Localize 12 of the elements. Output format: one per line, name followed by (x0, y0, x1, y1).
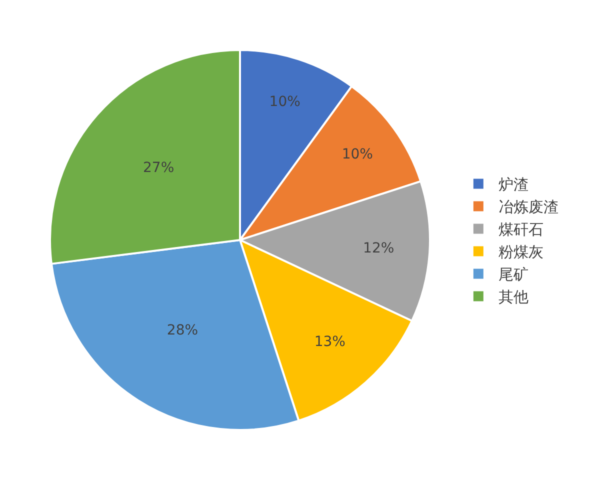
legend-label: 粉煤灰 (498, 243, 544, 262)
data-label: 10% (269, 94, 300, 110)
legend-label: 煤矸石 (498, 220, 544, 239)
legend-label: 炉渣 (498, 176, 528, 194)
data-label: 13% (314, 334, 346, 350)
data-label: 27% (143, 160, 174, 176)
data-label: 28% (166, 322, 198, 339)
legend-label: 尾矿 (498, 266, 528, 284)
legend-label: 冶炼废渣 (498, 198, 558, 216)
legend-label: 其他 (498, 288, 528, 306)
data-label: 12% (363, 240, 394, 257)
data-label: 10% (342, 146, 373, 163)
